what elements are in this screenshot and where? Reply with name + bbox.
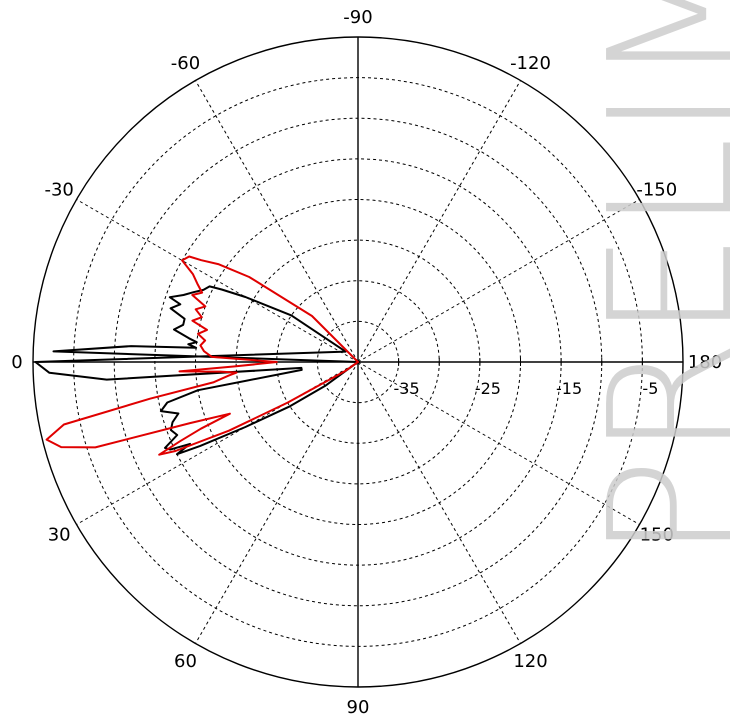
angle-label: -60 (171, 53, 200, 74)
angle-label: 180 (688, 352, 722, 373)
grid-spoke (357, 361, 521, 644)
grid-spoke (195, 80, 359, 363)
grid-spoke (195, 361, 359, 644)
angle-label: 30 (48, 525, 71, 546)
radial-tick-label: -35 (394, 379, 420, 398)
grid-spoke (357, 80, 521, 363)
angle-label: -90 (343, 7, 372, 28)
series-line-2 (45, 255, 359, 456)
watermark: PRELIM (573, 0, 738, 560)
angle-label: -120 (510, 53, 551, 74)
chart-series-group (34, 255, 359, 456)
angle-label: 90 (347, 697, 370, 718)
radial-tick-label: -25 (475, 379, 501, 398)
chart-labels: -90 -120 -150 180 150 120 90 60 30 0 -30 -60 -35 -25 -… (11, 7, 722, 718)
angle-label: 0 (11, 352, 22, 373)
grid-spoke (76, 199, 359, 363)
angle-label: -150 (636, 180, 677, 201)
angle-label: 120 (513, 651, 547, 672)
radial-tick-label: -5 (642, 379, 658, 398)
angle-label: 150 (640, 525, 674, 546)
series-line-1 (34, 285, 359, 456)
grid-spoke (357, 361, 640, 525)
angle-label: -30 (44, 180, 73, 201)
angle-label: 60 (174, 651, 197, 672)
grid-spoke (357, 199, 640, 363)
watermark-text: PRELIM (573, 0, 738, 560)
radial-tick-label: -15 (556, 379, 582, 398)
